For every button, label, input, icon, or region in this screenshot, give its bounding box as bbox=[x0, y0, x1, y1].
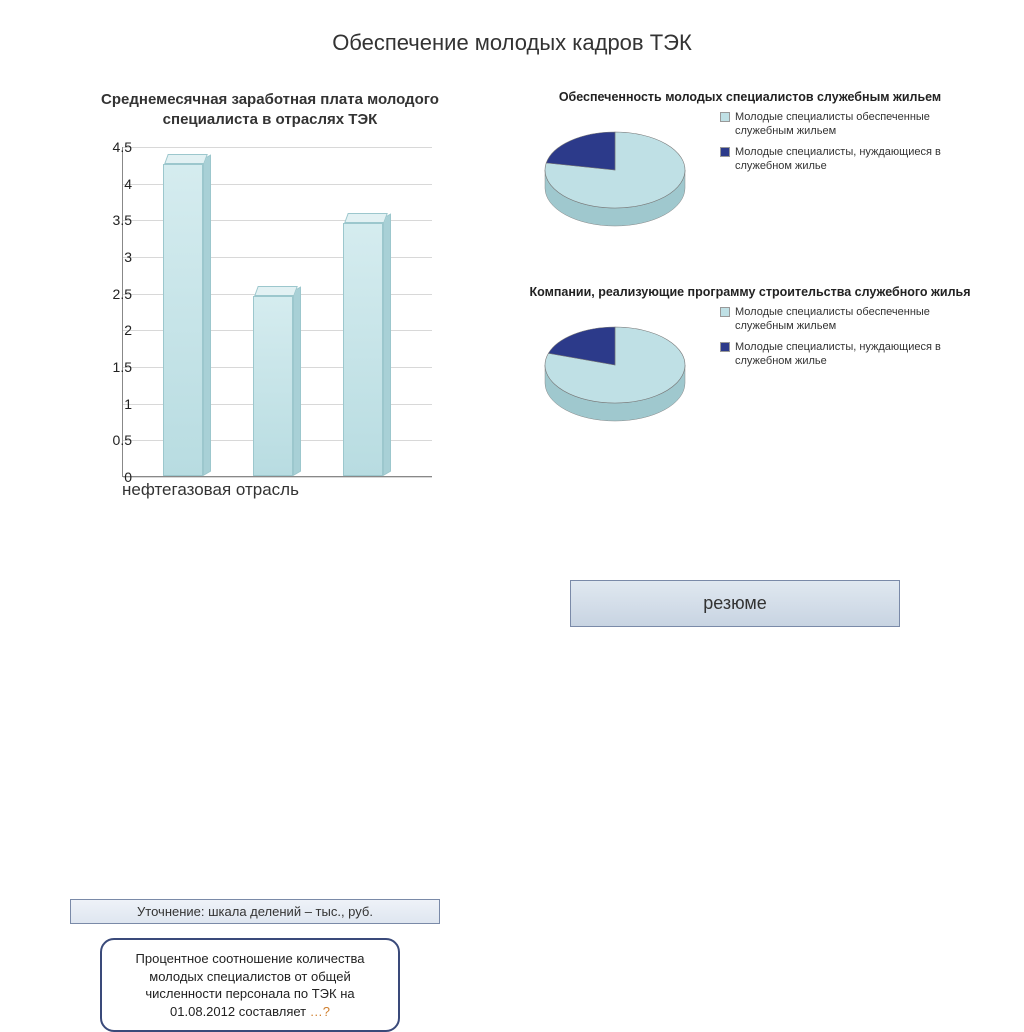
left-column: Среднемесячная заработная плата молодого… bbox=[70, 90, 470, 1032]
legend-swatch bbox=[720, 112, 730, 122]
pie-1-legend: Молодые специалисты обеспеченные служебн… bbox=[720, 110, 960, 179]
right-column: Обеспеченность молодых специалистов служ… bbox=[520, 90, 980, 475]
legend-swatch bbox=[720, 307, 730, 317]
legend-label: Молодые специалисты обеспеченные служебн… bbox=[735, 110, 960, 139]
percent-note-question: …? bbox=[310, 1004, 330, 1019]
bar bbox=[163, 164, 203, 476]
pie-2-legend-item-0: Молодые специалисты обеспеченные служебн… bbox=[720, 305, 960, 334]
legend-swatch bbox=[720, 342, 730, 352]
bar-chart: 00.511.522.533.544.5 нефтегазовая отрасл… bbox=[80, 137, 450, 497]
legend-swatch bbox=[720, 147, 730, 157]
pie-2-graphic bbox=[520, 305, 710, 445]
bar bbox=[343, 223, 383, 476]
bar-y-tick-label: 3 bbox=[92, 249, 132, 265]
bar-y-tick-label: 3.5 bbox=[92, 212, 132, 228]
pie-1-graphic bbox=[520, 110, 710, 250]
pie-2-legend: Молодые специалисты обеспеченные служебн… bbox=[720, 305, 960, 374]
page-title: Обеспечение молодых кадров ТЭК bbox=[0, 0, 1024, 74]
percent-note-text: Процентное соотношение количества молоды… bbox=[136, 951, 365, 1019]
bar-y-tick-label: 0.5 bbox=[92, 432, 132, 448]
resume-button[interactable]: резюме bbox=[570, 580, 900, 627]
legend-label: Молодые специалисты обеспеченные служебн… bbox=[735, 305, 960, 334]
bar-y-tick-label: 1.5 bbox=[92, 359, 132, 375]
bar-y-tick-label: 1 bbox=[92, 396, 132, 412]
pie-chart-1-section: Обеспеченность молодых специалистов служ… bbox=[520, 90, 980, 250]
bar-y-tick-label: 2 bbox=[92, 322, 132, 338]
bar bbox=[253, 296, 293, 476]
legend-label: Молодые специалисты, нуждающиеся в служе… bbox=[735, 145, 960, 174]
pie-1-title: Обеспеченность молодых специалистов служ… bbox=[520, 90, 980, 110]
bar-y-tick-label: 2.5 bbox=[92, 286, 132, 302]
scale-note-box: Уточнение: шкала делений – тыс., руб. bbox=[70, 899, 440, 924]
bar-x-category-label: нефтегазовая отрасль bbox=[122, 480, 299, 500]
legend-label: Молодые специалисты, нуждающиеся в служе… bbox=[735, 340, 960, 369]
pie-2-title: Компании, реализующие программу строител… bbox=[520, 285, 980, 305]
pie-1-legend-item-0: Молодые специалисты обеспеченные служебн… bbox=[720, 110, 960, 139]
pie-2-legend-item-1: Молодые специалисты, нуждающиеся в служе… bbox=[720, 340, 960, 369]
bar-y-tick-label: 4 bbox=[92, 176, 132, 192]
pie-1-legend-item-1: Молодые специалисты, нуждающиеся в служе… bbox=[720, 145, 960, 174]
bar-plot-area bbox=[122, 147, 432, 477]
bar-chart-title: Среднемесячная заработная плата молодого… bbox=[70, 90, 470, 137]
bar-y-tick-label: 4.5 bbox=[92, 139, 132, 155]
pie-chart-2-section: Компании, реализующие программу строител… bbox=[520, 285, 980, 445]
percent-note-box: Процентное соотношение количества молоды… bbox=[100, 938, 400, 1032]
